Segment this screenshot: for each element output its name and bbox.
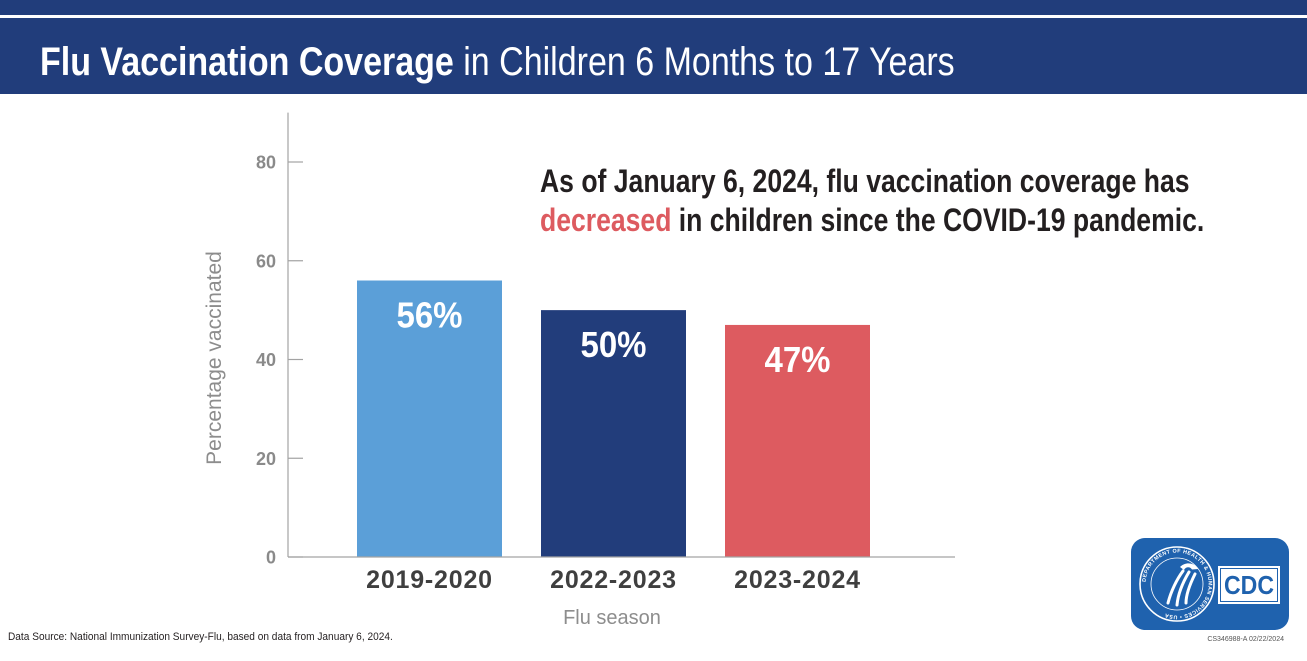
bar-value-label: 50% bbox=[581, 324, 647, 365]
plot-area: 0 20 40 60 80 56% 2019-2020 50% 2022-2023 47% 2023… bbox=[256, 112, 955, 594]
document-code: CS346988-A 02/22/2024 bbox=[1207, 636, 1284, 643]
eagle-head-icon bbox=[1180, 563, 1198, 570]
eagle-wing-stroke bbox=[1184, 572, 1197, 605]
bar-value-label: 47% bbox=[765, 339, 831, 380]
annotation: As of January 6, 2024, flu vaccination c… bbox=[540, 162, 1204, 240]
x-tick-label: 2023-2024 bbox=[734, 566, 861, 594]
logo-background bbox=[1131, 538, 1289, 630]
bar-value-label: 56% bbox=[397, 295, 463, 336]
x-axis-title: Flu season bbox=[563, 607, 661, 629]
x-tick-label: 2022-2023 bbox=[550, 566, 677, 594]
y-tick-label: 20 bbox=[256, 449, 276, 469]
seal-inner-ring bbox=[1150, 557, 1204, 611]
seal-outer-ring bbox=[1139, 546, 1215, 622]
cdc-wordmark: CDC bbox=[1218, 566, 1280, 604]
eagle-wing-stroke bbox=[1166, 569, 1185, 605]
y-tick-label: 40 bbox=[256, 350, 276, 370]
cdc-logo: DEPARTMENT OF HEALTH & HUMAN SERVICES • … bbox=[1131, 538, 1289, 630]
header-bar: Flu Vaccination Coverage in Children 6 M… bbox=[0, 0, 1307, 94]
y-tick-label: 80 bbox=[256, 153, 276, 173]
y-tick-label: 60 bbox=[256, 251, 276, 271]
bar-2022-2023 bbox=[541, 310, 686, 557]
cdc-wordmark-text: CDC bbox=[1224, 570, 1274, 600]
data-source-note: Data Source: National Immunization Surve… bbox=[8, 631, 393, 643]
cdc-wordmark-inner-border bbox=[1220, 568, 1278, 602]
annotation-line-1: As of January 6, 2024, flu vaccination c… bbox=[540, 163, 1190, 199]
title-rest: in Children 6 Months to 17 Years bbox=[453, 40, 955, 84]
bar-2019-2020 bbox=[357, 280, 502, 557]
annotation-rest: in children since the COVID-19 pandemic. bbox=[671, 202, 1205, 238]
x-tick-label: 2019-2020 bbox=[366, 566, 493, 594]
annotation-line-2: decreased in children since the COVID-19… bbox=[540, 201, 1204, 240]
title-bold: Flu Vaccination Coverage bbox=[40, 40, 454, 84]
header-stripe bbox=[0, 15, 1307, 18]
annotation-highlight: decreased bbox=[540, 202, 672, 238]
cdc-wordmark-box bbox=[1218, 566, 1280, 604]
eagle-wing-stroke bbox=[1175, 570, 1191, 607]
y-tick-label: 0 bbox=[266, 548, 276, 568]
page-title: Flu Vaccination Coverage in Children 6 M… bbox=[40, 42, 955, 82]
bar-2023-2024 bbox=[725, 324, 870, 557]
y-axis-title: Percentage vaccinated bbox=[203, 251, 226, 465]
